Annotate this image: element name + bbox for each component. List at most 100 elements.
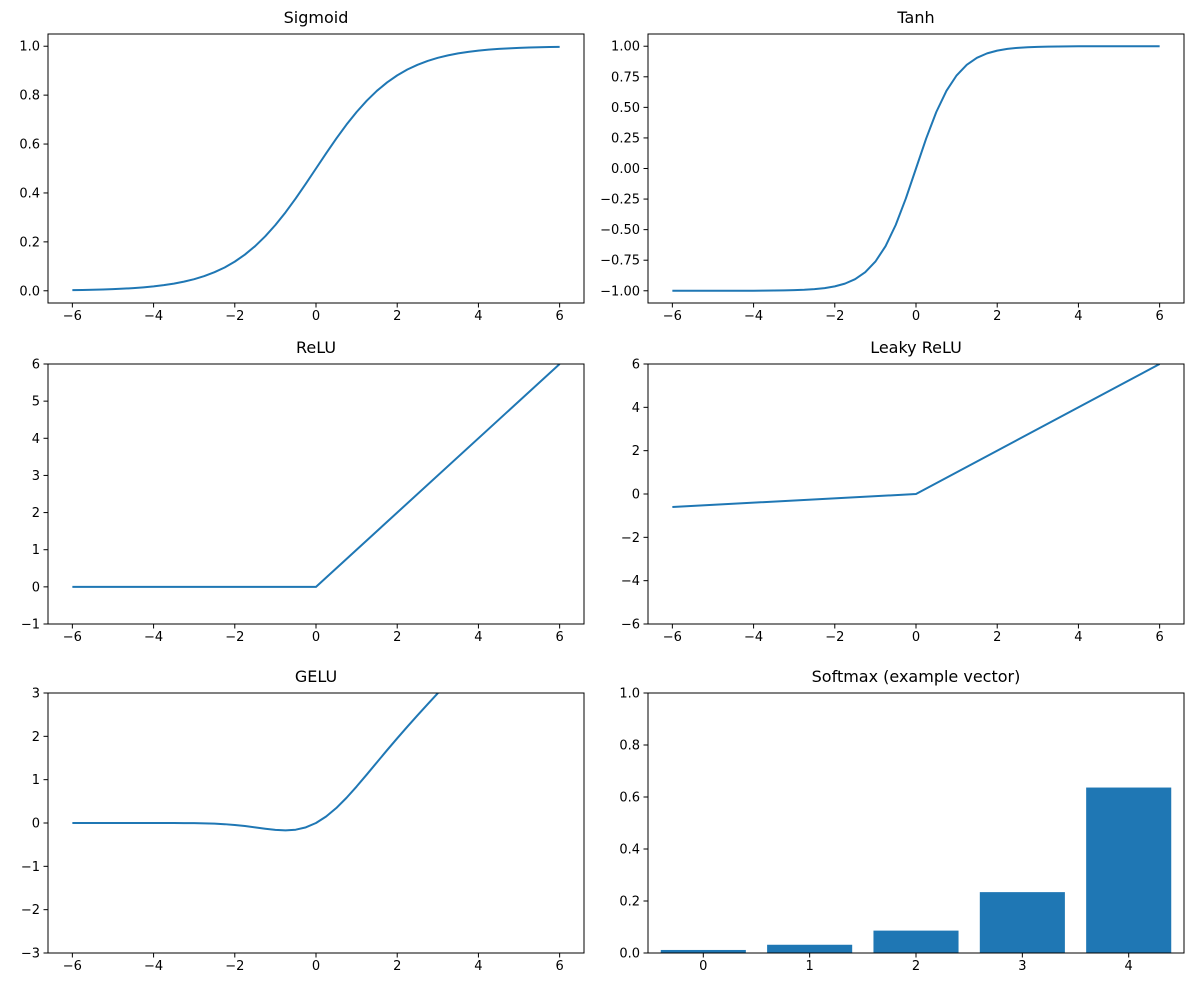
- subplot-softmax: Softmax (example vector) 0 1 2 3 4 0.0 0.2 0.4 0…: [600, 666, 1200, 1000]
- y-tick-label: 3: [32, 687, 40, 702]
- y-tick-label: −4: [621, 574, 640, 589]
- x-tick-label: 6: [555, 309, 563, 324]
- bar: [767, 944, 853, 953]
- x-tick-label: 4: [474, 309, 482, 324]
- x-tick-label: 4: [474, 959, 482, 974]
- y-tick-label: −0.25: [600, 193, 640, 208]
- plot-title-tanh: Tanh: [897, 8, 935, 27]
- x-tick-label: −2: [225, 959, 244, 974]
- y-tick-label: 0.00: [611, 162, 640, 177]
- subplot-gelu: GELU −6 −4 −2 0 2 4 6 −3 −2 −1 0 1 2 3: [0, 666, 600, 1000]
- plot-title-sigmoid: Sigmoid: [283, 8, 349, 27]
- bar: [1086, 787, 1172, 953]
- curve-line: [672, 45, 1160, 292]
- y-tick-label: 0.75: [611, 70, 640, 85]
- x-tick-label: 2: [393, 630, 401, 645]
- y-tick-label: 1.0: [19, 40, 40, 55]
- x-tick-label: 6: [555, 959, 563, 974]
- sigmoid-plot-canvas: −6 −4 −2 0 2 4 6 0.0 0.2 0.4 0.6 0.8 1.0: [19, 33, 585, 324]
- x-tick-label: 1: [806, 959, 814, 974]
- x-tick-label: 6: [1155, 630, 1163, 645]
- x-tick-label: 6: [1155, 309, 1163, 324]
- curve-line: [672, 364, 1161, 508]
- x-tick-label: 0: [699, 959, 707, 974]
- x-tick-label: 4: [1074, 630, 1082, 645]
- x-tick-label: −4: [144, 959, 163, 974]
- plot-border: [47, 363, 585, 625]
- y-tick-label: −2: [621, 531, 640, 546]
- x-tick-label: −4: [744, 630, 763, 645]
- y-tick-label: −3: [21, 947, 40, 962]
- y-tick-label: 0.2: [619, 895, 640, 910]
- y-tick-label: 2: [32, 730, 40, 745]
- x-tick-label: 2: [993, 630, 1001, 645]
- x-tick-label: −6: [63, 309, 82, 324]
- plot-title-gelu: GELU: [294, 667, 338, 686]
- x-tick-label: −6: [663, 309, 682, 324]
- x-tick-label: 0: [312, 959, 320, 974]
- x-tick-label: 2: [393, 309, 401, 324]
- x-tick-label: −2: [225, 309, 244, 324]
- y-tick-label: −1.00: [600, 284, 640, 299]
- y-tick-label: 6: [32, 358, 40, 373]
- x-tick-label: 2: [393, 959, 401, 974]
- x-tick-label: 0: [912, 309, 920, 324]
- y-tick-label: 0: [32, 817, 40, 832]
- x-tick-label: −4: [744, 309, 763, 324]
- y-tick-label: −1: [21, 860, 40, 875]
- y-tick-label: 0.8: [19, 89, 40, 104]
- curve-line: [72, 693, 440, 832]
- y-tick-label: 0.6: [619, 791, 640, 806]
- plot-title-leaky-relu: Leaky ReLU: [870, 338, 962, 357]
- x-tick-label: 0: [912, 630, 920, 645]
- y-tick-label: 3: [32, 469, 40, 484]
- y-tick-label: 0.25: [611, 131, 640, 146]
- y-tick-label: 4: [32, 432, 40, 447]
- y-tick-label: 0.0: [619, 947, 640, 962]
- y-tick-label: 1: [32, 543, 40, 558]
- y-tick-label: 1: [32, 773, 40, 788]
- y-tick-label: 4: [632, 401, 640, 416]
- y-tick-label: −6: [621, 618, 640, 633]
- y-tick-label: 0.4: [19, 186, 40, 201]
- leaky-relu-plot-canvas: −6 −4 −2 0 2 4 6 −6 −4 −2 0 2 4 6: [621, 358, 1185, 645]
- relu-plot-canvas: −6 −4 −2 0 2 4 6 −1 0 1 2 3 4 5 6: [21, 358, 585, 645]
- y-tick-label: 5: [32, 395, 40, 410]
- y-tick-label: 0.8: [619, 739, 640, 754]
- y-tick-label: 0: [632, 488, 640, 503]
- y-tick-label: 2: [632, 444, 640, 459]
- y-tick-label: 1.00: [611, 40, 640, 55]
- subplot-relu: ReLU −6 −4 −2 0 2 4 6 −1 0 1 2 3 4 5 6: [0, 333, 600, 666]
- x-tick-label: −4: [144, 630, 163, 645]
- y-tick-label: −0.50: [600, 223, 640, 238]
- y-tick-label: 0.2: [19, 235, 40, 250]
- x-tick-label: −6: [63, 630, 82, 645]
- y-tick-label: 0: [32, 580, 40, 595]
- x-tick-label: 3: [1018, 959, 1026, 974]
- y-tick-label: 1.0: [619, 687, 640, 702]
- subplot-leaky-relu: Leaky ReLU −6 −4 −2 0 2 4 6 −6 −4 −2 0 2 4 6: [600, 333, 1200, 666]
- softmax-plot-canvas: 0 1 2 3 4 0.0 0.2 0.4 0.6 0.8 1.0: [619, 687, 1185, 974]
- y-tick-label: −1: [21, 618, 40, 633]
- y-tick-label: 0.4: [619, 843, 640, 858]
- gelu-plot-canvas: −6 −4 −2 0 2 4 6 −3 −2 −1 0 1 2 3: [21, 687, 585, 974]
- x-tick-label: −4: [144, 309, 163, 324]
- y-tick-label: 6: [632, 358, 640, 373]
- x-tick-label: 4: [1125, 959, 1133, 974]
- bar: [979, 892, 1065, 953]
- subplot-tanh: Tanh −6 −4 −2 0 2 4 6 −1.00 −0.75 −0.50 −0.25 0.00 0…: [600, 0, 1200, 333]
- x-tick-label: −2: [825, 630, 844, 645]
- x-tick-label: 0: [312, 309, 320, 324]
- x-tick-label: −2: [225, 630, 244, 645]
- curve-line: [72, 364, 561, 588]
- x-tick-label: 4: [1074, 309, 1082, 324]
- y-tick-label: 0.0: [19, 284, 40, 299]
- subplot-sigmoid: Sigmoid −6 −4 −2 0 2 4 6 0.0 0.2 0.4 0.6 0.8 1.0: [0, 0, 600, 333]
- x-tick-label: −6: [63, 959, 82, 974]
- y-tick-label: −0.75: [600, 254, 640, 269]
- x-tick-label: −2: [825, 309, 844, 324]
- y-tick-label: 0.6: [19, 138, 40, 153]
- x-tick-label: −6: [663, 630, 682, 645]
- x-tick-label: 4: [474, 630, 482, 645]
